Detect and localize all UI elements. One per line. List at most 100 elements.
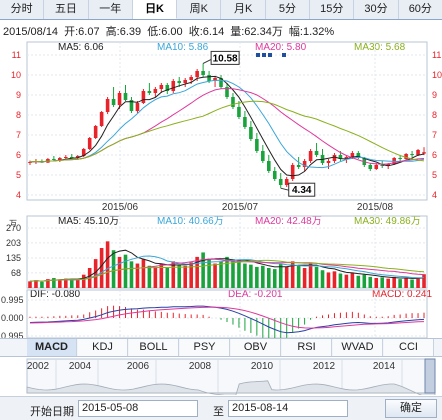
price-axis-left: 4 [16, 190, 21, 200]
volume-bar [225, 256, 229, 288]
candle-body [64, 157, 68, 158]
tab-6[interactable]: 5分 [266, 0, 311, 19]
volume-bar [284, 266, 289, 288]
volume-bar [105, 241, 110, 288]
candle-body [123, 93, 128, 100]
macd-legend: MACD: 0.241 [372, 289, 432, 300]
indicator-rsi-button[interactable]: RSI [282, 339, 332, 356]
event-marker-icon[interactable] [262, 53, 266, 57]
ma10-legend: MA10: 5.86 [157, 42, 209, 53]
indicator-wvad-button[interactable]: WVAD [333, 339, 383, 356]
period-tabs: 分时 五日 一年 日K 周K 月K 5分 15分 30分 60分 [0, 0, 442, 20]
overview-year-label: 2014 [373, 361, 396, 372]
volume-bar [201, 252, 205, 288]
event-marker-icon[interactable] [256, 53, 260, 57]
tab-7[interactable]: 15分 [310, 0, 355, 19]
candle-body [141, 91, 146, 103]
indicator-boll-button[interactable]: BOLL [129, 339, 179, 356]
candle-body [290, 165, 295, 179]
tab-9[interactable]: 60分 [408, 3, 432, 15]
candle-body [356, 153, 361, 158]
candle-body [374, 165, 379, 169]
kline-chart[interactable]: MA5: 6.06 MA10: 5.86 MA20: 5.80 MA30: 5.… [0, 0, 442, 338]
indicator-macd-button[interactable]: MACD [27, 339, 77, 356]
price-axis-right: 9 [432, 90, 437, 100]
volume-bar [153, 266, 158, 288]
volume-bar [416, 278, 420, 288]
volume-bar [255, 266, 259, 288]
volume-bar [46, 279, 50, 288]
candle-body [213, 78, 217, 81]
candle-body [171, 81, 176, 91]
vol-ma30-line [29, 259, 425, 282]
indicator-cci-button[interactable]: CCI [384, 339, 434, 356]
volume-bar [344, 274, 349, 288]
volume-bar [249, 264, 253, 288]
volume-bar [117, 256, 122, 288]
candle-body [105, 99, 110, 112]
tab-0[interactable]: 分时 [0, 0, 45, 19]
volume-bar [392, 276, 396, 288]
confirm-button[interactable]: 确定 [385, 399, 437, 418]
candle-body [380, 165, 385, 166]
candle-body [410, 154, 414, 155]
tab-3[interactable]: 日K [132, 0, 178, 19]
candle-body [58, 158, 62, 160]
candle-body [93, 126, 98, 138]
candle-body [338, 155, 343, 159]
ma30-legend: MA30: 5.68 [354, 42, 406, 53]
indicator-psy-button[interactable]: PSY [180, 339, 230, 356]
candle-body [272, 171, 277, 179]
price-axis-right: 4 [432, 190, 437, 200]
dif-line [29, 305, 425, 334]
candle-body [422, 152, 426, 154]
candle-body [165, 85, 170, 91]
volume-bar [272, 269, 277, 288]
price-axis-right: 10 [432, 70, 442, 80]
volume-bar [93, 259, 98, 288]
quote-low: 低:6.00 [147, 26, 183, 38]
end-date-input[interactable]: 2015-08-14 [228, 400, 348, 417]
price-axis-left: 11 [12, 50, 21, 60]
indicator-obv-button[interactable]: OBV [231, 339, 281, 356]
tab-5[interactable]: 月K [221, 0, 266, 19]
ma30-line [29, 100, 425, 163]
overview-selection-handle[interactable] [424, 358, 436, 394]
overview-year-label: 2002 [27, 361, 50, 372]
volume-bar [267, 268, 271, 288]
event-marker-icon[interactable] [268, 53, 272, 57]
start-date-input[interactable]: 2015-05-08 [78, 400, 198, 417]
tab-2[interactable]: 一年 [89, 0, 133, 19]
ma10-line [29, 79, 425, 169]
volume-bar [326, 272, 331, 288]
indicator-kdj-button[interactable]: KDJ [78, 339, 128, 356]
overview-navigator[interactable]: 2002 2004 2006 2008 2010 2012 2014 [0, 357, 442, 395]
event-marker-icon[interactable] [282, 53, 286, 57]
volume-bar [338, 273, 343, 288]
volume-bar [296, 265, 301, 288]
volume-bar [40, 281, 44, 288]
volume-bar [386, 278, 390, 288]
vol-ma30-legend: MA30: 49.86万 [354, 216, 421, 227]
candle-body [284, 179, 289, 185]
candle-body [75, 156, 80, 158]
ma20-line [29, 87, 425, 165]
x-axis-label: 2015/08 [357, 202, 394, 213]
candle-body [129, 100, 134, 111]
candle-body [404, 154, 408, 159]
overview-year-label: 2012 [313, 361, 336, 372]
candle-body [255, 139, 259, 151]
volume-bar [237, 260, 241, 288]
tab-8[interactable]: 30分 [354, 0, 399, 19]
volume-bar [129, 261, 134, 288]
volume-bar [320, 270, 325, 288]
quote-date: 2015/08/14 [3, 26, 59, 38]
candle-body [243, 117, 247, 127]
volume-bar [243, 263, 247, 288]
tab-4[interactable]: 周K [177, 0, 222, 19]
vol-ma10-legend: MA10: 40.66万 [157, 216, 224, 227]
volume-bar [189, 262, 193, 288]
volume-bar [159, 263, 164, 288]
candle-body [219, 78, 223, 87]
tab-1[interactable]: 五日 [44, 0, 89, 19]
